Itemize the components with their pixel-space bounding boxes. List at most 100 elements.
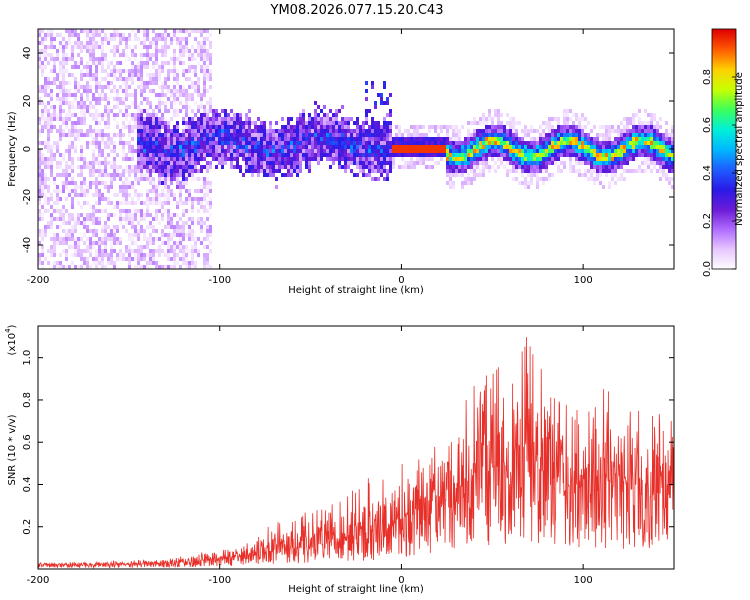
spectrogram-cell: [89, 213, 92, 217]
spectrogram-cell: [671, 161, 674, 165]
spectrogram-cell: [89, 253, 92, 257]
spectrogram-cell: [62, 73, 65, 77]
spectrogram-cell: [578, 133, 581, 137]
spectrogram-cell: [551, 141, 554, 145]
spectrogram-cell: [176, 97, 179, 101]
spectrogram-cell: [380, 145, 383, 149]
spectrogram-cell: [143, 245, 146, 249]
spectrogram-cell: [137, 109, 140, 113]
spectrogram-cell: [164, 177, 167, 181]
spectrogram-cell: [458, 157, 461, 161]
spectrogram-cell: [164, 61, 167, 65]
spectrogram-cell: [38, 101, 41, 105]
spectrogram-cell: [659, 161, 662, 165]
spectrogram-cell: [383, 177, 386, 181]
spectrogram-cell: [146, 177, 149, 181]
spectrogram-cell: [302, 121, 305, 125]
spectrogram-cell: [389, 149, 392, 153]
spectrogram-cell: [182, 253, 185, 257]
spectrogram-cell: [86, 41, 89, 45]
spectrogram-cell: [440, 129, 443, 133]
spectrogram-cell: [86, 65, 89, 69]
spectrogram-cell: [176, 181, 179, 185]
spectrogram-cell: [488, 117, 491, 121]
colorbar-step: [712, 93, 736, 96]
spectrogram-cell: [314, 149, 317, 153]
spectrogram-cell: [254, 149, 257, 153]
spectrogram-cell: [299, 133, 302, 137]
spectrogram-cell: [158, 121, 161, 125]
spectrogram-cell: [122, 53, 125, 57]
colorbar-tick-label: 0.8: [702, 69, 713, 85]
spectrogram-cell: [638, 169, 641, 173]
colorbar-step: [712, 197, 736, 200]
spectrogram-cell: [434, 149, 437, 153]
spectrogram-cell: [122, 145, 125, 149]
spectrogram-cell: [578, 145, 581, 149]
spectrogram-cell: [521, 169, 524, 173]
spectrogram-cell: [251, 165, 254, 169]
spectrogram-cell: [116, 69, 119, 73]
colorbar-step: [712, 155, 736, 158]
spectrogram-cell: [149, 233, 152, 237]
spectrogram-cell: [71, 141, 74, 145]
spectrogram-cell: [167, 217, 170, 221]
spectrogram-cell: [140, 53, 143, 57]
spectrogram-cell: [191, 209, 194, 213]
spectrogram-cell: [143, 253, 146, 257]
spectrogram-cell: [389, 125, 392, 129]
spectrogram-cell: [572, 165, 575, 169]
spectrogram-cell: [155, 261, 158, 265]
spectrogram-cell: [632, 169, 635, 173]
spectrogram-cell: [278, 145, 281, 149]
spectrogram-cell: [176, 125, 179, 129]
spectrogram-cell: [71, 65, 74, 69]
spectrogram-cell: [461, 161, 464, 165]
spectrogram-cell: [182, 89, 185, 93]
spectrogram-cell: [86, 105, 89, 109]
spectrogram-cell: [410, 157, 413, 161]
spectrogram-cell: [413, 141, 416, 145]
spectrogram-cell: [563, 161, 566, 165]
spectrogram-cell: [239, 113, 242, 117]
spectrogram-cell: [479, 121, 482, 125]
spectrogram-cell: [581, 149, 584, 153]
spectrogram-cell: [203, 129, 206, 133]
spectrogram-cell: [104, 161, 107, 165]
spectrogram-cell: [128, 213, 131, 217]
spectrogram-cell: [590, 137, 593, 141]
spectrogram-cell: [125, 257, 128, 261]
spectrogram-cell: [206, 245, 209, 249]
spectrogram-cell: [182, 233, 185, 237]
spectrogram-cell: [65, 169, 68, 173]
spectrogram-cell: [347, 161, 350, 165]
spectrogram-cell: [116, 49, 119, 53]
spectrogram-cell: [419, 141, 422, 145]
spectrogram-cell: [41, 125, 44, 129]
spectrogram-cell: [38, 193, 41, 197]
spectrogram-cell: [86, 193, 89, 197]
spectrogram-cell: [623, 129, 626, 133]
spectrogram-cell: [188, 165, 191, 169]
spectrogram-cell: [233, 129, 236, 133]
spectrogram-cell: [200, 225, 203, 229]
spectrogram-cell: [140, 121, 143, 125]
spectrogram-cell: [554, 145, 557, 149]
spectrogram-cell: [56, 173, 59, 177]
spectrogram-cell: [44, 225, 47, 229]
spectrogram-cell: [593, 153, 596, 157]
spectrogram-cell: [113, 117, 116, 121]
spectrogram-cell: [584, 161, 587, 165]
spectrogram-cell: [134, 57, 137, 61]
spectrogram-cell: [632, 129, 635, 133]
spectrogram-cell: [305, 161, 308, 165]
spectrogram-cell: [542, 157, 545, 161]
spectrogram-cell: [326, 153, 329, 157]
spectrogram-cell: [110, 229, 113, 233]
spectrogram-cell: [131, 197, 134, 201]
spectrogram-cell: [158, 173, 161, 177]
spectrogram-cell: [62, 97, 65, 101]
spectrogram-cell: [113, 97, 116, 101]
spectrogram-cell: [128, 181, 131, 185]
spectrogram-cell: [83, 249, 86, 253]
